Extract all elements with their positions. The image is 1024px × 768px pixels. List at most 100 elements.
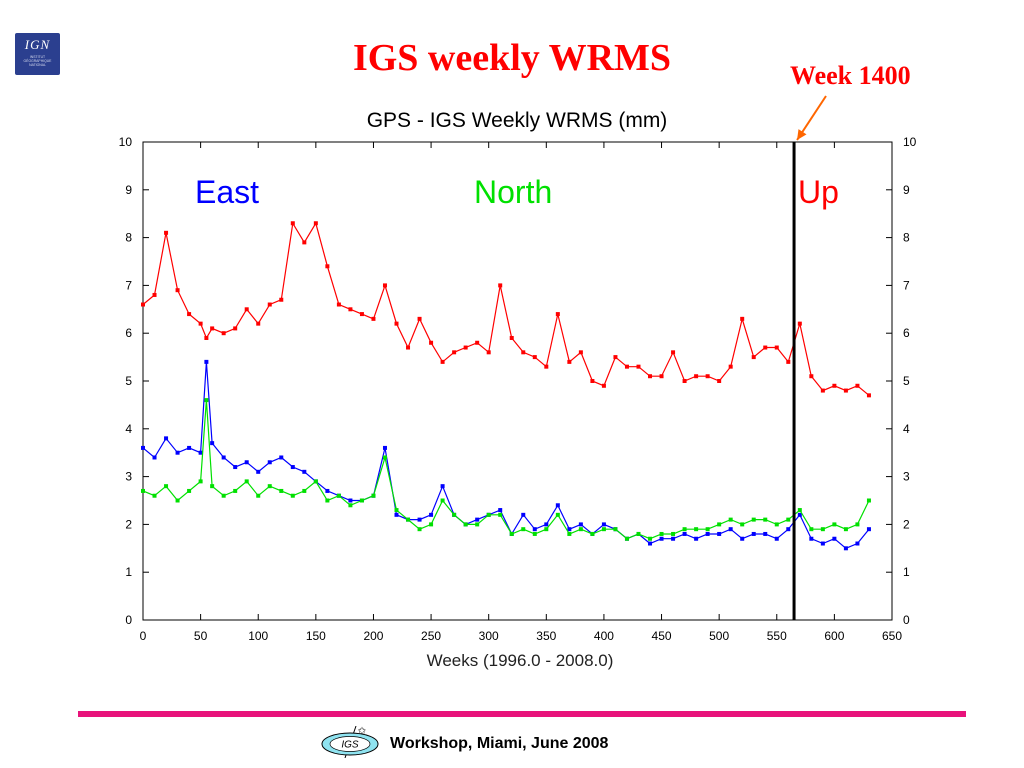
y-tick-label-right: 7 <box>903 278 910 292</box>
y-tick-label-right: 3 <box>903 470 910 484</box>
series-line-east <box>142 361 870 549</box>
data-point-east <box>694 536 699 541</box>
data-point-up <box>187 312 192 317</box>
data-point-up <box>509 335 514 340</box>
data-point-north <box>175 498 180 503</box>
data-point-up <box>866 393 871 398</box>
y-tick-label-right: 10 <box>903 135 917 149</box>
data-point-up <box>290 221 295 226</box>
y-tick-label-right: 0 <box>903 613 910 627</box>
data-point-up <box>740 316 745 321</box>
data-point-east <box>751 531 756 536</box>
data-point-north <box>820 527 825 532</box>
data-point-up <box>279 297 284 302</box>
data-point-north <box>336 493 341 498</box>
y-tick-label-left: 10 <box>119 135 133 149</box>
data-point-north <box>613 527 618 532</box>
data-point-east <box>475 517 480 522</box>
x-tick-label: 500 <box>709 629 729 643</box>
slide-title: IGS weekly WRMS <box>352 37 672 79</box>
data-point-up <box>486 350 491 355</box>
plot-area: 0 01 12 23 34 45 56 67 78 89 910 100 50 100 150 200 250 3… <box>119 135 917 643</box>
data-point-east <box>187 445 192 450</box>
data-point-east <box>244 460 249 465</box>
data-point-up <box>843 388 848 393</box>
data-point-up <box>682 379 687 383</box>
data-point-east <box>786 527 791 532</box>
data-point-up <box>613 355 618 360</box>
data-point-north <box>843 527 848 532</box>
data-point-east <box>417 517 422 522</box>
y-tick-label-left: 1 <box>125 565 132 579</box>
data-point-north <box>682 527 687 532</box>
data-point-up <box>256 321 261 326</box>
data-point-north <box>855 522 860 527</box>
series-label-up: Up <box>798 174 839 210</box>
data-point-north <box>141 488 145 493</box>
data-point-up <box>601 383 606 388</box>
x-axis-label: Weeks (1996.0 - 2008.0) <box>427 651 614 670</box>
data-point-up <box>659 374 664 379</box>
data-point-up <box>429 340 434 345</box>
data-point-up <box>797 321 802 326</box>
data-point-east <box>866 527 871 532</box>
data-point-north <box>532 531 537 536</box>
data-point-east <box>267 460 272 465</box>
annotation-arrow-head <box>797 129 807 140</box>
x-tick-label: 100 <box>248 629 268 643</box>
igs-logo-text: IGS <box>341 740 359 751</box>
data-point-north <box>590 531 595 536</box>
y-tick-label-right: 8 <box>903 231 910 245</box>
data-point-north <box>325 498 330 503</box>
data-point-north <box>475 522 480 527</box>
week-annotation-label: Week 1400 <box>790 61 911 90</box>
data-point-north <box>636 531 641 536</box>
data-point-north <box>832 522 837 527</box>
data-point-north <box>267 484 272 489</box>
data-point-east <box>809 536 814 541</box>
data-point-north <box>429 522 434 527</box>
data-point-north <box>359 498 364 503</box>
data-point-up <box>820 388 825 393</box>
ign-logo: IGN INSTITUT GÉOGRAPHIQUE NATIONAL <box>15 33 60 75</box>
data-point-up <box>244 307 249 312</box>
y-tick-label-left: 2 <box>125 517 132 531</box>
data-point-east <box>843 546 848 551</box>
data-point-north <box>648 536 653 541</box>
data-point-east <box>429 512 434 517</box>
x-tick-label: 0 <box>140 629 147 643</box>
data-point-east <box>763 531 768 536</box>
x-tick-label: 250 <box>421 629 441 643</box>
y-tick-label-left: 7 <box>125 278 132 292</box>
series-up <box>141 221 871 398</box>
data-point-north <box>406 517 411 522</box>
data-point-north <box>694 527 699 532</box>
y-tick-label-left: 6 <box>125 326 132 340</box>
ign-logo-text: IGN <box>24 37 51 52</box>
data-point-up <box>336 302 341 307</box>
data-point-up <box>555 312 560 317</box>
y-tick-label-left: 4 <box>125 422 132 436</box>
plot-frame <box>142 141 893 621</box>
data-point-north <box>382 455 387 460</box>
y-tick-label-right: 1 <box>903 565 910 579</box>
data-point-north <box>371 493 376 498</box>
data-point-east <box>325 488 330 493</box>
data-point-up <box>774 345 779 350</box>
data-point-up <box>590 379 595 383</box>
data-point-up <box>832 383 837 388</box>
svg-text:✩: ✩ <box>358 726 367 737</box>
data-point-east <box>498 508 503 513</box>
data-point-north <box>509 531 514 536</box>
data-point-north <box>567 531 572 536</box>
data-point-north <box>671 531 676 536</box>
y-tick-label-left: 8 <box>125 231 132 245</box>
data-point-up <box>648 374 653 379</box>
data-point-north <box>164 484 169 489</box>
data-point-up <box>452 350 457 355</box>
data-point-east <box>601 522 606 527</box>
data-point-north <box>417 527 422 532</box>
data-point-north <box>866 498 871 503</box>
data-point-east <box>221 455 226 460</box>
data-point-east <box>256 469 261 474</box>
